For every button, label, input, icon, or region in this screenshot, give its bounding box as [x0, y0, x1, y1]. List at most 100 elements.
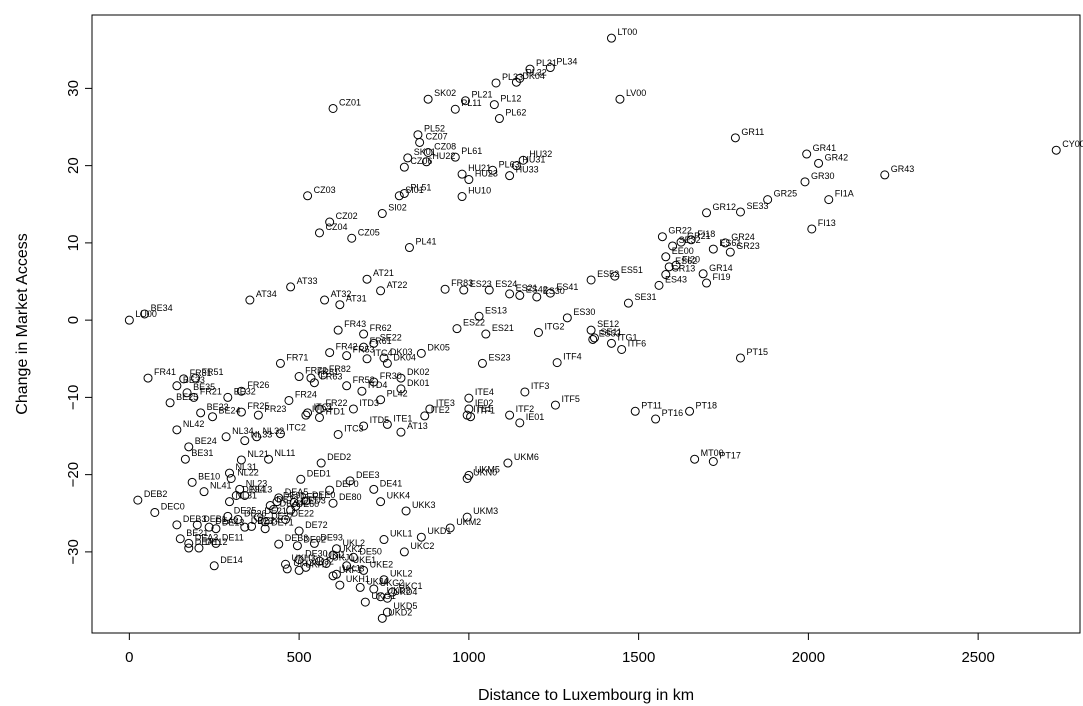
data-point — [545, 288, 555, 298]
data-point — [415, 137, 425, 147]
data-point — [225, 468, 235, 478]
data-point-label: HU23 — [475, 169, 498, 179]
data-point-label: FR42 — [336, 342, 358, 352]
data-point — [294, 526, 304, 536]
data-point-label: DEE0 — [312, 490, 336, 500]
data-point-label: DK04 — [522, 71, 545, 81]
data-point — [657, 232, 667, 242]
data-point — [511, 77, 521, 87]
data-point — [236, 386, 246, 396]
data-point — [460, 96, 470, 106]
data-point — [172, 520, 182, 530]
data-point-label: UKM6 — [514, 452, 539, 462]
data-point-label: ITC3 — [344, 423, 364, 433]
data-point-label: CZ06 — [410, 156, 432, 166]
data-point-label: DEB3 — [285, 533, 309, 543]
data-point-label: SK01 — [414, 147, 436, 157]
data-point-label: UKC2 — [410, 541, 434, 551]
data-point — [686, 235, 696, 245]
data-point — [359, 342, 369, 352]
data-point — [525, 64, 535, 74]
data-point — [664, 262, 674, 272]
data-point-label: UKJ1 — [332, 552, 354, 562]
data-point-label: FR61 — [370, 336, 392, 346]
data-point-label: BE10 — [198, 471, 220, 481]
data-point-label: DEE3 — [356, 470, 380, 480]
data-point-label: DE11 — [222, 532, 244, 542]
data-point — [376, 592, 386, 602]
data-point-label: ES62 — [675, 256, 697, 266]
data-point — [301, 562, 311, 572]
data-point — [1051, 145, 1061, 155]
y-tick-label: 20 — [65, 157, 82, 174]
data-point — [394, 191, 404, 201]
data-point — [702, 208, 712, 218]
data-point — [396, 373, 406, 383]
data-point-label: ITE1 — [473, 404, 492, 414]
data-point-label: FR62 — [370, 323, 392, 333]
y-tick-label: −30 — [65, 539, 82, 564]
data-point-label: ITE1 — [393, 413, 412, 423]
data-point — [320, 295, 330, 305]
data-point — [654, 280, 664, 290]
data-point — [348, 552, 358, 562]
data-point — [671, 260, 681, 270]
data-point — [824, 195, 834, 205]
data-point-label: CZ05 — [358, 227, 380, 237]
data-point — [252, 432, 262, 442]
data-point-label: CZ01 — [339, 97, 361, 107]
y-tick-label: 30 — [65, 80, 82, 97]
data-point-label: ITD2 — [312, 404, 332, 414]
data-point — [369, 484, 379, 494]
data-point-label: PT18 — [696, 400, 718, 410]
data-point — [362, 274, 372, 284]
data-point — [264, 454, 274, 464]
data-point-label: FI19 — [713, 272, 731, 282]
data-point — [369, 338, 379, 348]
data-point — [325, 348, 335, 358]
data-point-label: HU10 — [468, 186, 491, 196]
data-point-label: FR52 — [353, 375, 375, 385]
data-point-label: UKJ3 — [342, 563, 364, 573]
data-point-label: UKL2 — [342, 538, 365, 548]
data-point-label: UKF1 — [339, 565, 362, 575]
data-point — [800, 177, 810, 187]
data-point — [651, 414, 661, 424]
data-point — [140, 309, 150, 319]
data-point — [518, 155, 528, 165]
data-point-label: DED2 — [327, 452, 351, 462]
data-point-label: DE27 — [271, 511, 294, 521]
data-point — [702, 278, 712, 288]
data-point — [359, 329, 369, 339]
data-point — [802, 149, 812, 159]
data-point — [396, 384, 406, 394]
data-point — [376, 395, 386, 405]
data-point-label: DEA5 — [285, 487, 309, 497]
data-point — [333, 325, 343, 335]
data-point-label: DE24 — [258, 515, 281, 525]
data-point — [617, 344, 627, 354]
data-point — [309, 538, 319, 548]
data-point — [880, 170, 890, 180]
data-point — [387, 587, 397, 597]
data-point — [184, 543, 194, 553]
data-point-label: ES21 — [516, 283, 538, 293]
data-point-label: SI02 — [388, 203, 407, 213]
data-point-label: FI13 — [818, 218, 836, 228]
data-point-label: DEB2 — [144, 489, 168, 499]
data-point-label: ITC1 — [314, 402, 334, 412]
data-point-label: DK05 — [427, 342, 450, 352]
data-point-label: DK04 — [393, 352, 416, 362]
data-point — [586, 325, 596, 335]
data-point — [209, 561, 219, 571]
x-axis-title: Distance to Luxembourg in km — [478, 687, 694, 704]
data-point-label: ITF2 — [516, 404, 535, 414]
data-point — [260, 517, 270, 527]
data-point-label: ES23 — [488, 352, 510, 362]
data-point — [253, 512, 263, 522]
data-point-label: PL62 — [505, 108, 526, 118]
data-point — [382, 419, 392, 429]
data-point — [357, 386, 367, 396]
data-point — [284, 395, 294, 405]
